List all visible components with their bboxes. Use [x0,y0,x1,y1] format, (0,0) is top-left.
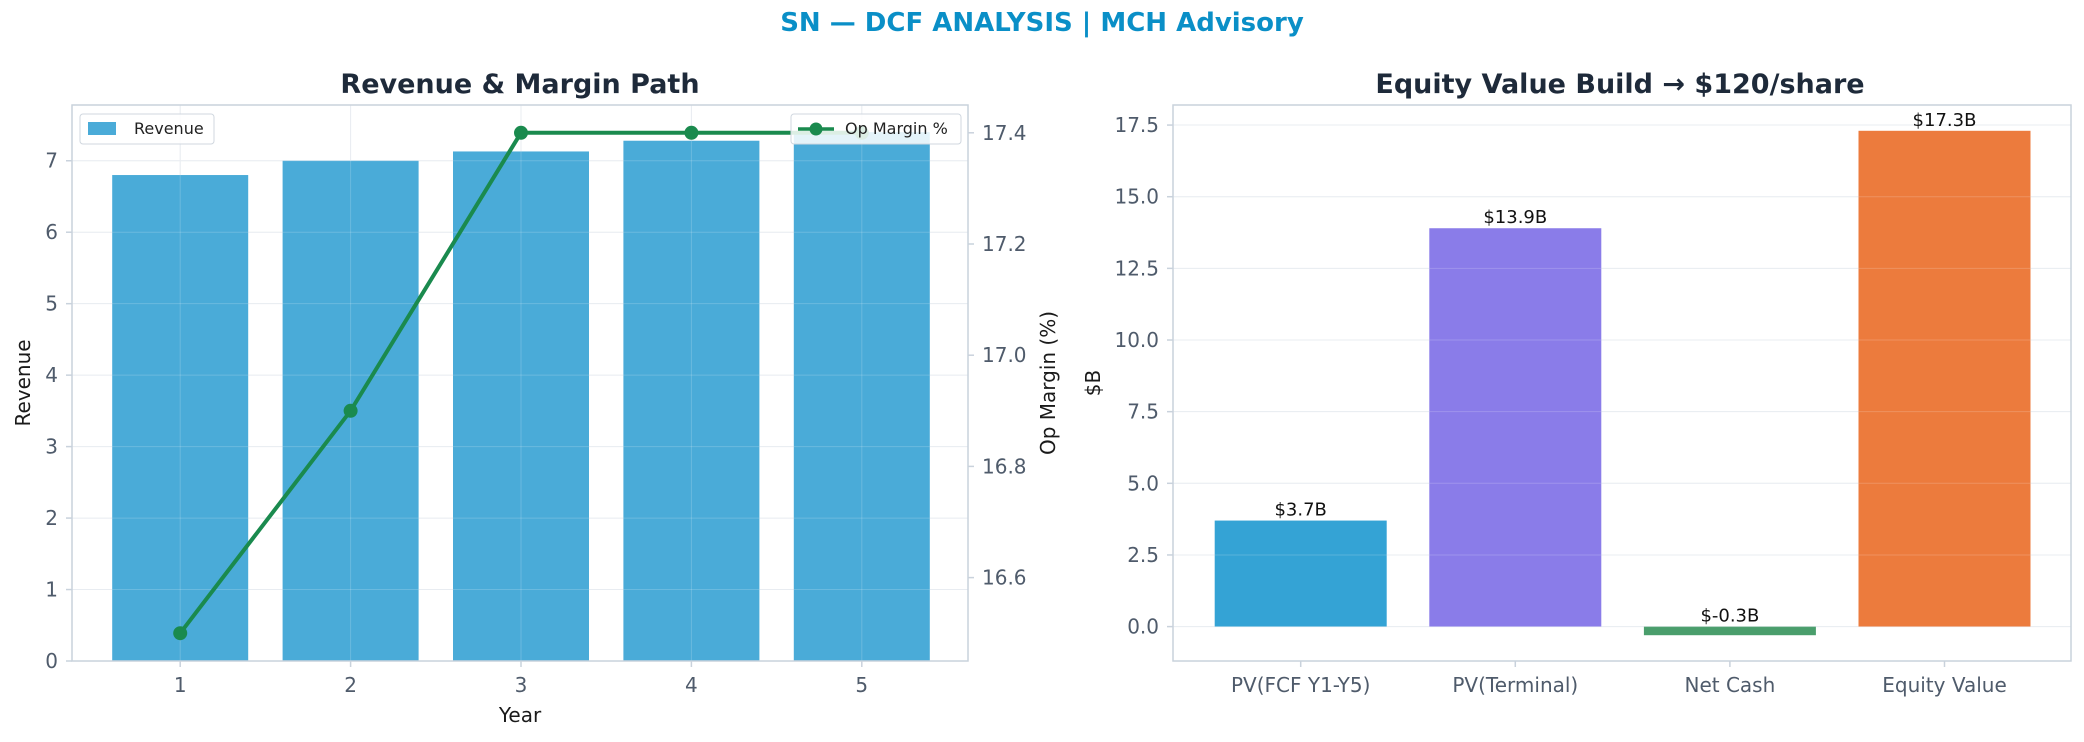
chart2-ytick-label: 12.5 [1114,256,1159,280]
equity-bar-label: $-0.3B [1700,606,1759,627]
equity-bar-label: $17.3B [1913,110,1977,131]
chart1-legend-margin: Op Margin % [790,113,962,145]
chart2-ytick-label: 15.0 [1114,185,1159,209]
chart1-y-ticks: 0 1 2 3 4 5 6 7 [45,149,72,673]
revenue-bar [112,175,249,661]
chart1-xtick-label: 2 [344,673,357,697]
chart1-ytick-label: 6 [45,220,58,244]
revenue-bar [793,132,930,662]
chart2-bars [1173,124,2071,636]
chart1-y2-ticks: 16.6 16.8 17.0 17.2 17.4 [968,121,1027,590]
legend-margin-label: Op Margin % [845,119,948,138]
legend-revenue-swatch [88,122,116,135]
chart2-ytick-label: 17.5 [1114,113,1159,137]
chart1-y2tick-label: 17.4 [982,121,1027,145]
chart1-ytick-label: 2 [45,506,58,530]
chart2-xtick-label: Net Cash [1685,673,1776,697]
chart2-ytick-label: 2.5 [1127,543,1159,567]
chart2-ytick-label: 5.0 [1127,471,1159,495]
chart2-y-ticks: 0.0 2.5 5.0 7.5 10.0 12.5 15.0 17.5 [1114,113,1173,639]
chart1-xtick-label: 1 [174,673,187,697]
chart1-bars [72,105,968,662]
chart1-y2tick-label: 17.2 [982,232,1027,256]
margin-point [343,403,358,418]
chart1-ytick-label: 3 [45,435,58,459]
equity-bar [1429,228,1602,627]
legend-revenue-label: Revenue [134,119,204,138]
margin-point [514,125,528,140]
equity-bar-label: $3.7B [1274,500,1326,521]
chart1-xtick-label: 4 [685,673,698,697]
chart2-y-label: $B [1081,370,1105,396]
chart2-ytick-label: 10.0 [1114,328,1159,352]
equity-bar [1214,520,1387,627]
chart2-title: Equity Value Build → $120/share [1375,69,1864,100]
chart1-y2tick-label: 17.0 [982,343,1027,367]
chart2-data-labels: $3.7B $13.9B $-0.3B $17.3B [1274,110,1976,627]
chart1-y-label: Revenue [11,339,35,426]
chart2-xtick-label: PV(Terminal) [1452,673,1578,697]
revenue-bar [453,151,589,661]
equity-build-chart: Equity Value Build → $120/share $3.7B $13… [1081,69,2072,697]
chart1-y2tick-label: 16.8 [982,454,1027,478]
chart1-ytick-label: 0 [45,649,58,673]
equity-bar [1643,626,1816,636]
chart1-y2tick-label: 16.6 [982,566,1027,590]
chart1-ytick-label: 4 [45,363,58,387]
equity-bar [1858,130,2031,627]
chart2-x-ticks: PV(FCF Y1-Y5) PV(Terminal) Net Cash Equity … [1231,661,2007,697]
chart2-ytick-label: 0.0 [1127,615,1159,639]
chart1-title: Revenue & Margin Path [340,69,699,100]
chart1-legend-revenue: Revenue [79,113,215,145]
figure-title: SN — DCF ANALYSIS | MCH Advisory [780,8,1304,38]
margin-point [684,125,699,140]
chart2-xtick-label: Equity Value [1882,673,2007,697]
chart1-xtick-label: 5 [855,673,868,697]
legend-margin-marker [809,122,823,136]
margin-point [173,626,188,641]
equity-bar-label: $13.9B [1483,207,1547,228]
revenue-bar [623,140,760,661]
chart2-frame [1172,104,2072,662]
chart2-xtick-label: PV(FCF Y1-Y5) [1231,673,1370,697]
chart1-xtick-label: 3 [515,673,528,697]
chart1-x-ticks: 1 2 3 4 5 [174,661,868,697]
chart1-ytick-label: 5 [45,292,58,316]
chart1-ytick-label: 7 [45,149,58,173]
chart1-x-label: Year [498,703,542,727]
chart1-y2-label: Op Margin (%) [1036,311,1060,455]
chart1-ytick-label: 1 [45,578,58,602]
chart1-frame [71,104,969,662]
chart2-ytick-label: 7.5 [1127,400,1159,424]
